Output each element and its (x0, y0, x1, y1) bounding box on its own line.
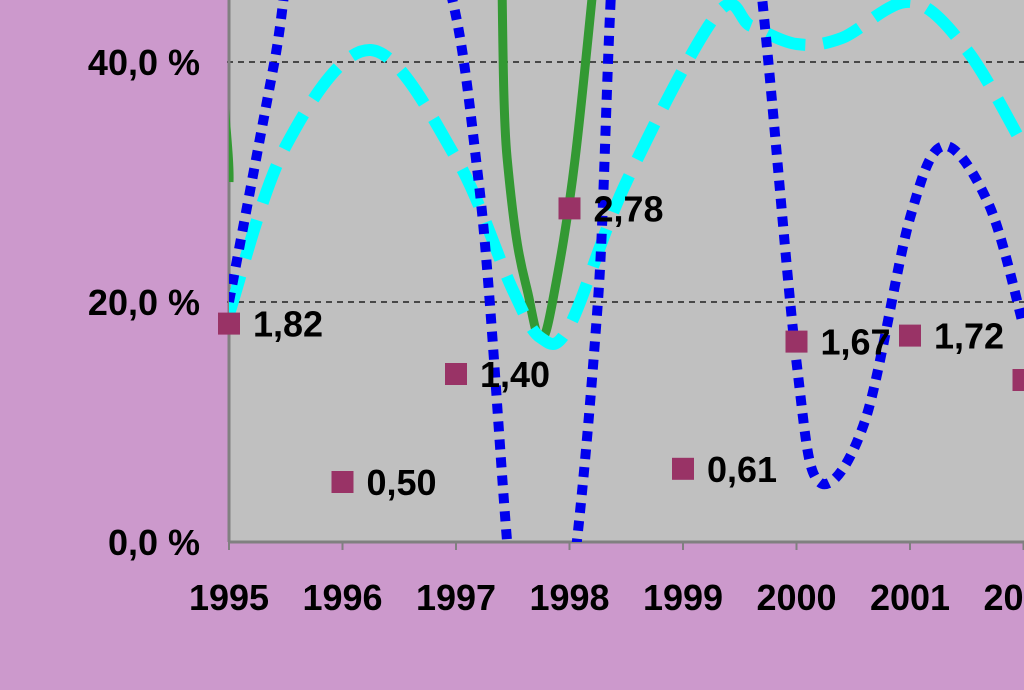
data-label: 1,82 (253, 304, 323, 345)
x-tick-label: 1999 (643, 577, 723, 618)
data-point (899, 324, 921, 347)
data-point (1012, 369, 1024, 391)
data-point (672, 457, 694, 480)
data-point (558, 197, 581, 220)
y-tick-labels: 0,0 % 20,0 % 40,0 % (88, 42, 200, 563)
y-tick-label: 40,0 % (88, 42, 200, 83)
x-tick-label: 2000 (756, 577, 836, 618)
data-point (785, 330, 808, 353)
data-label: 1,72 (934, 316, 1004, 357)
data-label: 1,40 (480, 354, 550, 395)
data-point (445, 363, 467, 385)
x-tick-labels: 1995 1996 1997 1998 1999 2000 2001 2002 (189, 577, 1024, 618)
x-tick-label: 2002 (983, 577, 1024, 618)
data-label: 2,78 (594, 188, 664, 229)
series-line-dashed (229, 0, 1024, 350)
x-tick-label: 1995 (189, 577, 269, 618)
y-tick-label: 0,0 % (108, 522, 200, 563)
x-tick-label: 1996 (302, 577, 382, 618)
data-point (331, 471, 354, 493)
data-points: 1,82 0,50 1,40 2,78 0,61 1,67 1,72 (218, 188, 1024, 503)
x-tick-label: 2001 (870, 577, 950, 618)
data-point (218, 312, 240, 335)
y-tick-label: 20,0 % (88, 282, 200, 323)
x-tick-label: 1997 (416, 577, 496, 618)
data-label: 1,67 (821, 322, 891, 363)
plot-area (229, 0, 1024, 542)
data-label: 0,61 (707, 449, 777, 490)
x-tick-label: 1998 (529, 577, 609, 618)
data-label: 0,50 (367, 462, 437, 503)
